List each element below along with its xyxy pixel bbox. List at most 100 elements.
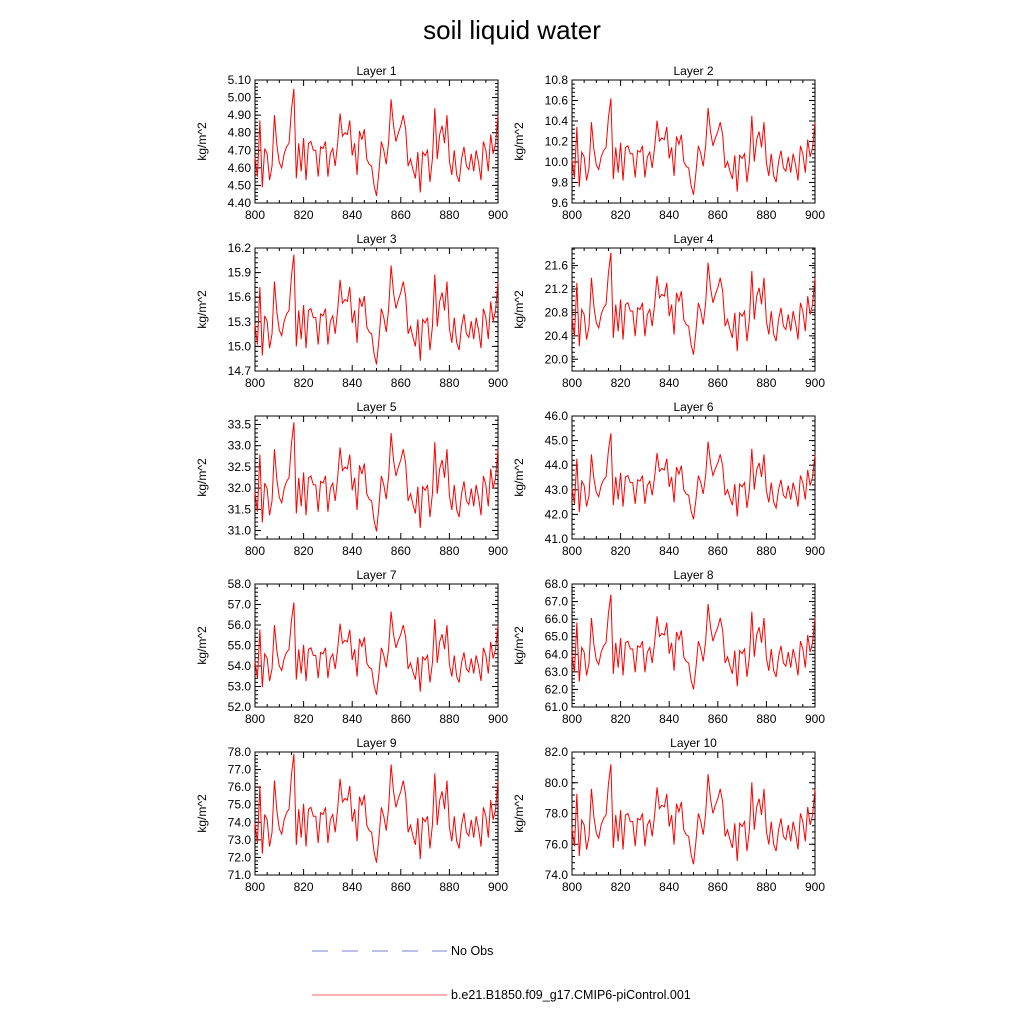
series-line: [571, 594, 816, 690]
y-tick-label: 74.0: [228, 815, 252, 829]
y-axis-label: kg/m^2: [512, 794, 526, 833]
plot-frame: [254, 583, 499, 708]
y-tick-label: 64.0: [545, 647, 569, 661]
y-tick-label: 20.8: [545, 305, 569, 319]
y-tick-label: 32.0: [228, 481, 252, 495]
x-tick-label: 860: [391, 376, 411, 390]
series-line: [571, 252, 816, 355]
y-tick-label: 33.5: [228, 417, 252, 431]
y-tick-label: 10.2: [545, 135, 569, 149]
x-tick-label: 820: [611, 376, 631, 390]
y-tick-label: 31.5: [228, 502, 252, 516]
panel-title: Layer 1: [356, 64, 396, 78]
y-axis-label: kg/m^2: [195, 458, 209, 497]
x-tick-label: 860: [391, 880, 411, 894]
x-tick-label: 900: [805, 544, 825, 558]
series-line: [254, 88, 499, 197]
panel-title: Layer 3: [356, 232, 396, 246]
x-tick-label: 860: [708, 376, 728, 390]
y-tick-label: 41.0: [545, 532, 569, 546]
series-line: [571, 98, 816, 195]
panel-layer-6: Layer 6 800 820 840 860 880 900 41.0 42.0 43.0 44.…: [512, 400, 825, 558]
x-tick-label: 900: [805, 376, 825, 390]
y-tick-label: 63.0: [545, 665, 569, 679]
x-tick-label: 900: [488, 208, 508, 222]
x-tick-label: 860: [708, 712, 728, 726]
y-tick-label: 16.2: [228, 241, 252, 255]
x-tick-label: 840: [659, 208, 679, 222]
y-tick-label: 5.00: [228, 91, 252, 105]
y-tick-label: 61.0: [545, 700, 569, 714]
x-tick-label: 860: [708, 544, 728, 558]
y-tick-label: 66.0: [545, 612, 569, 626]
series-line: [254, 602, 499, 695]
y-tick-label: 4.60: [228, 161, 252, 175]
y-tick-label: 72.0: [228, 850, 252, 864]
x-tick-label: 900: [805, 712, 825, 726]
plot-frame: [254, 79, 499, 204]
x-tick-label: 820: [294, 880, 314, 894]
x-tick-label: 800: [562, 544, 582, 558]
x-tick-label: 880: [439, 544, 459, 558]
series-line: [571, 764, 816, 865]
y-tick-label: 9.8: [551, 176, 568, 190]
y-tick-label: 74.0: [545, 868, 569, 882]
x-tick-label: 840: [659, 712, 679, 726]
y-tick-label: 32.5: [228, 460, 252, 474]
y-tick-label: 57.0: [228, 598, 252, 612]
x-tick-label: 820: [294, 376, 314, 390]
y-tick-label: 65.0: [545, 630, 569, 644]
y-tick-label: 52.0: [228, 700, 252, 714]
y-tick-label: 75.0: [228, 798, 252, 812]
x-tick-label: 820: [611, 880, 631, 894]
x-tick-label: 860: [708, 880, 728, 894]
y-tick-label: 21.2: [545, 282, 569, 296]
panel-title: Layer 4: [673, 232, 713, 246]
x-tick-label: 840: [342, 208, 362, 222]
y-tick-label: 14.7: [228, 364, 252, 378]
plot-frame: [571, 751, 816, 876]
x-tick-label: 840: [342, 712, 362, 726]
y-tick-label: 67.0: [545, 595, 569, 609]
y-tick-label: 46.0: [545, 409, 569, 423]
panel-layer-1: Layer 1 800 820 840 860 880 900 4.40 4.50 4.60 4.7…: [195, 64, 508, 222]
y-tick-label: 78.0: [545, 807, 569, 821]
panel-layer-10: Layer 10 800 820 840 860 880 900 74.0 76.0 78.0 80…: [512, 736, 825, 894]
y-tick-label: 58.0: [228, 577, 252, 591]
y-tick-label: 15.3: [228, 315, 252, 329]
y-tick-label: 10.0: [545, 155, 569, 169]
panel-title: Layer 10: [670, 736, 717, 750]
x-tick-label: 840: [342, 880, 362, 894]
x-tick-label: 820: [294, 544, 314, 558]
series-line: [571, 433, 816, 520]
x-tick-label: 800: [245, 376, 265, 390]
x-tick-label: 860: [391, 208, 411, 222]
y-tick-label: 76.0: [228, 780, 252, 794]
x-tick-label: 800: [245, 712, 265, 726]
y-tick-label: 10.8: [545, 73, 569, 87]
y-tick-label: 10.4: [545, 114, 569, 128]
y-tick-label: 21.6: [545, 259, 569, 273]
x-tick-label: 860: [391, 712, 411, 726]
y-tick-label: 54.0: [228, 659, 252, 673]
y-tick-label: 9.6: [551, 196, 568, 210]
x-tick-label: 880: [439, 208, 459, 222]
panel-title: Layer 9: [356, 736, 396, 750]
y-tick-label: 31.0: [228, 524, 252, 538]
y-tick-label: 4.40: [228, 196, 252, 210]
panel-title: Layer 6: [673, 400, 713, 414]
x-tick-label: 840: [659, 544, 679, 558]
y-tick-label: 43.0: [545, 483, 569, 497]
y-tick-label: 15.6: [228, 290, 252, 304]
x-tick-label: 900: [488, 712, 508, 726]
y-tick-label: 73.0: [228, 833, 252, 847]
x-tick-label: 800: [245, 208, 265, 222]
x-tick-label: 820: [611, 208, 631, 222]
plot-frame: [571, 415, 816, 540]
x-tick-label: 800: [245, 880, 265, 894]
x-tick-label: 800: [562, 376, 582, 390]
x-tick-label: 840: [342, 544, 362, 558]
y-tick-label: 68.0: [545, 577, 569, 591]
x-tick-label: 900: [805, 208, 825, 222]
